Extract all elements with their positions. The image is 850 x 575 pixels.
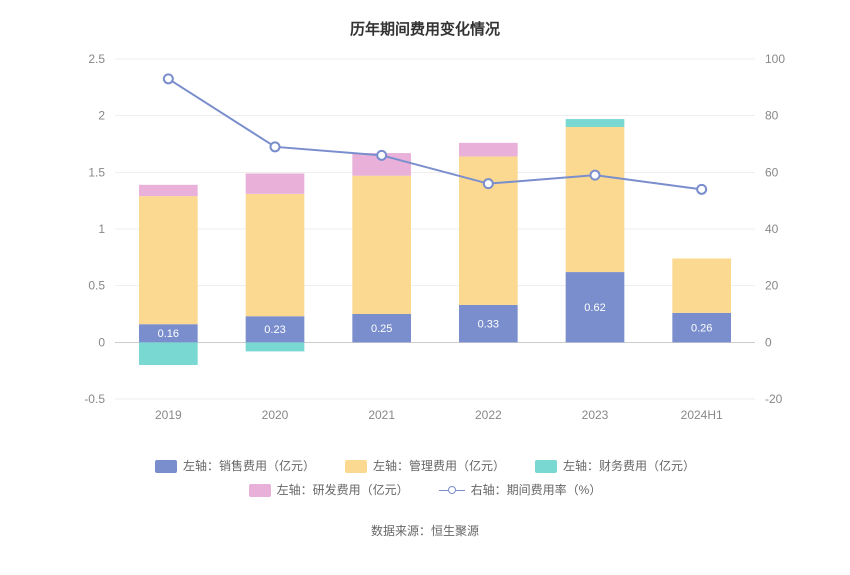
right-axis-tick: 100 xyxy=(765,52,785,66)
legend-swatch xyxy=(345,460,367,473)
chart-container: 历年期间费用变化情况 -0.5 -20 0 0 0.5 20 1 40 1.5 60 2 80 2.5 1… xyxy=(0,0,850,575)
legend-line-swatch xyxy=(439,484,465,497)
left-axis-tick: 0.5 xyxy=(88,279,105,293)
left-axis-tick: 1.5 xyxy=(88,165,105,179)
bar-management xyxy=(566,127,625,272)
line-marker xyxy=(697,185,706,194)
left-axis-tick: 2.5 xyxy=(88,52,105,66)
bar-rd xyxy=(459,143,518,157)
legend-label: 左轴：研发费用（亿元） xyxy=(277,478,409,502)
bar-finance_pos xyxy=(566,119,625,127)
right-axis-tick: 20 xyxy=(765,279,779,293)
bar-rd xyxy=(246,173,305,193)
x-axis-tick: 2021 xyxy=(368,408,395,422)
bar-management xyxy=(672,258,731,312)
bar-finance_neg xyxy=(246,342,305,351)
right-axis-tick: 80 xyxy=(765,109,779,123)
bar-management xyxy=(139,196,198,324)
right-axis-tick: 0 xyxy=(765,335,772,349)
line-marker xyxy=(377,151,386,160)
bar-label-sales: 0.26 xyxy=(691,323,712,335)
x-axis-tick: 2019 xyxy=(155,408,182,422)
right-axis-tick: 40 xyxy=(765,222,779,236)
legend-item: 左轴：销售费用（亿元） xyxy=(155,454,315,478)
x-axis-tick: 2022 xyxy=(475,408,502,422)
bar-management xyxy=(352,176,411,314)
bar-finance_neg xyxy=(139,342,198,365)
line-marker xyxy=(271,142,280,151)
left-axis-tick: 2 xyxy=(98,109,105,123)
legend-item: 左轴：财务费用（亿元） xyxy=(535,454,695,478)
right-axis-tick: 60 xyxy=(765,165,779,179)
x-axis-tick: 2020 xyxy=(262,408,289,422)
legend-item: 左轴：研发费用（亿元） xyxy=(249,478,409,502)
legend-row: 左轴：销售费用（亿元） 左轴：管理费用（亿元） 左轴：财务费用（亿元） xyxy=(30,454,820,478)
line-marker xyxy=(591,171,600,180)
legend-label: 左轴：销售费用（亿元） xyxy=(183,454,315,478)
legend-label: 右轴：期间费用率（%） xyxy=(471,478,602,502)
legend-swatch xyxy=(155,460,177,473)
legend-item: 左轴：管理费用（亿元） xyxy=(345,454,505,478)
bar-label-sales: 0.62 xyxy=(584,302,605,314)
plot-area: -0.5 -20 0 0 0.5 20 1 40 1.5 60 2 80 2.5 100 2019 2020 2… xyxy=(45,49,805,429)
legend-row: 左轴：研发费用（亿元） 右轴：期间费用率（%） xyxy=(30,478,820,502)
chart-title: 历年期间费用变化情况 xyxy=(30,18,820,39)
bar-label-sales: 0.16 xyxy=(158,328,179,340)
legend-swatch xyxy=(249,484,271,497)
bar-label-sales: 0.33 xyxy=(478,319,499,331)
legend-item: 右轴：期间费用率（%） xyxy=(439,478,602,502)
chart-svg: -0.5 -20 0 0 0.5 20 1 40 1.5 60 2 80 2.5 100 2019 2020 2… xyxy=(45,49,805,429)
left-axis-tick: -0.5 xyxy=(84,392,105,406)
right-axis-tick: -20 xyxy=(765,392,783,406)
bar-label-sales: 0.25 xyxy=(371,323,392,335)
bar-management xyxy=(246,194,305,316)
left-axis-tick: 0 xyxy=(98,335,105,349)
legend-label: 左轴：管理费用（亿元） xyxy=(373,454,505,478)
bar-rd xyxy=(139,185,198,196)
chart-legend: 左轴：销售费用（亿元）左轴：管理费用（亿元）左轴：财务费用（亿元）左轴：研发费用… xyxy=(30,454,820,502)
legend-label: 左轴：财务费用（亿元） xyxy=(563,454,695,478)
line-marker xyxy=(164,74,173,83)
bar-label-sales: 0.23 xyxy=(264,324,285,336)
x-axis-tick: 2024H1 xyxy=(681,408,723,422)
x-axis-tick: 2023 xyxy=(582,408,609,422)
line-marker xyxy=(484,179,493,188)
left-axis-tick: 1 xyxy=(98,222,105,236)
chart-source: 数据来源：恒生聚源 xyxy=(30,522,820,539)
legend-swatch xyxy=(535,460,557,473)
